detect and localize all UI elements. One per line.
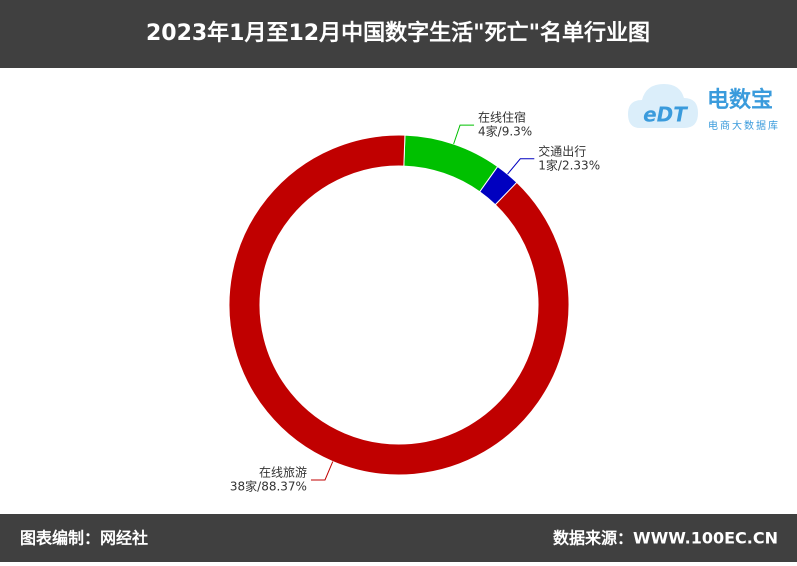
value-label: 4家/9.3% <box>478 124 532 139</box>
logo-name: 电数宝 <box>707 87 773 113</box>
logo-tagline: 电商大数据库 <box>708 119 780 132</box>
value-label: 1家/2.33% <box>538 157 600 172</box>
chart-title: 2023年1月至12月中国数字生活"死亡"名单行业图 <box>146 20 650 46</box>
logo-mark: eDT <box>643 103 688 127</box>
donut-slice <box>228 134 570 476</box>
footer-bar <box>0 514 797 562</box>
slice-label: 在线旅游 <box>259 465 307 479</box>
leader-line <box>310 461 334 481</box>
value-label: 38家/88.37% <box>230 478 307 493</box>
footer-right: 数据来源：WWW.100EC.CN <box>553 529 778 548</box>
slice-label: 交通出行 <box>538 143 586 158</box>
leader-line <box>453 124 475 145</box>
slice-label: 在线住宿 <box>478 110 526 125</box>
logo-cloud <box>628 84 698 128</box>
leader-line <box>507 158 535 175</box>
header-bar <box>0 0 797 68</box>
footer-left: 图表编制：网经社 <box>20 529 148 548</box>
logo: eDT 电数宝 电商大数据库 <box>628 84 780 132</box>
